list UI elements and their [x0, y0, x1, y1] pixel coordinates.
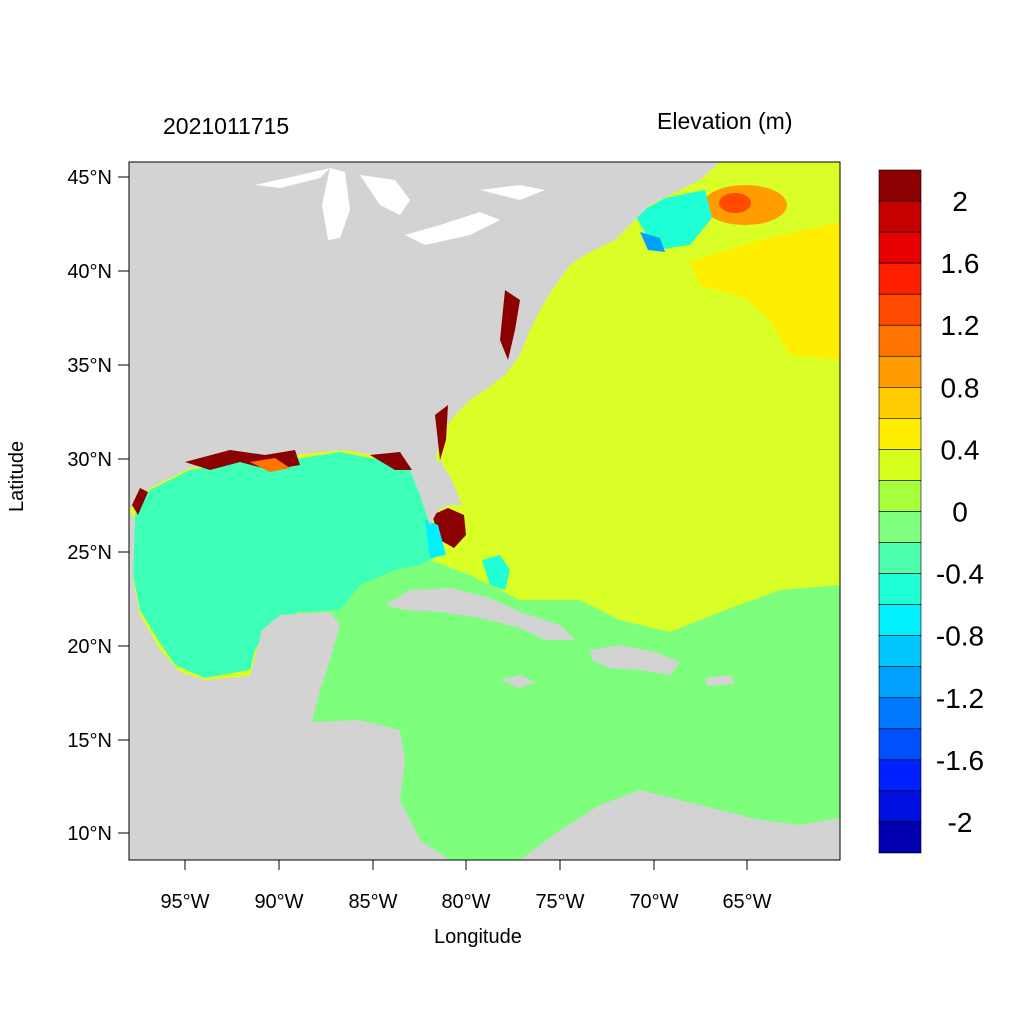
colorbar-swatch — [878, 418, 922, 450]
florida-peninsula-land — [422, 460, 462, 525]
jamaica-land — [500, 675, 535, 688]
mexico-central-america-land — [129, 510, 450, 860]
plot-frame — [128, 161, 841, 861]
colorbar-swatch — [878, 262, 922, 295]
y-tick-label: 45°N — [67, 167, 112, 189]
y-tick-label: 15°N — [67, 730, 112, 752]
northeast-high-elevation-region — [690, 222, 840, 360]
x-tick-label: 65°W — [722, 891, 771, 913]
y-tick-label: 35°N — [67, 355, 112, 377]
colorbar-label: 1.6 — [941, 248, 980, 279]
colorbar-swatch — [878, 573, 922, 605]
colorbar-label: -2 — [948, 807, 973, 838]
x-tick-label: 80°W — [441, 891, 490, 913]
x-tick-label: 85°W — [348, 891, 397, 913]
bahamas-low-anomaly — [482, 555, 510, 590]
gulf-of-maine-low-anomaly — [635, 190, 712, 250]
colorbar-swatch — [878, 293, 922, 326]
y-tick-label: 20°N — [67, 636, 112, 658]
north-america-land — [129, 162, 720, 525]
colorbar-swatch — [878, 511, 922, 543]
puerto-rico-land — [705, 675, 735, 686]
colorbar-swatch — [878, 324, 922, 357]
x-tick-label: 90°W — [254, 891, 303, 913]
x-tick-label: 70°W — [629, 891, 678, 913]
colorbar-swatch — [878, 697, 922, 730]
colorbar-label: -0.4 — [936, 559, 984, 590]
colorbar-swatch — [878, 449, 922, 481]
florida-bay-low-anomaly — [425, 520, 446, 558]
great-lakes — [255, 168, 545, 245]
colorbar-swatch — [878, 200, 922, 233]
colorbar-label: 1.2 — [941, 310, 980, 341]
colorbar-label: 0.8 — [941, 372, 980, 403]
y-tick-label: 30°N — [67, 449, 112, 471]
colorbar-swatch — [878, 604, 922, 636]
colorbar-label: -1.2 — [936, 683, 984, 714]
colorbar-label: 0 — [952, 497, 968, 528]
x-axis-label: Longitude — [434, 926, 522, 948]
colorbar-swatch — [878, 480, 922, 512]
colorbar-swatch — [878, 355, 922, 388]
hispaniola-land — [590, 645, 680, 675]
x-tick-label: 95°W — [160, 891, 209, 913]
colorbar-label: -0.8 — [936, 621, 984, 652]
gulf-of-mexico-elevation-field — [133, 452, 440, 678]
x-axis: 95°W 90°W 85°W 80°W 75°W 70°W 65°W — [160, 860, 772, 913]
louisiana-warm-anomaly — [250, 458, 290, 472]
y-tick-label: 10°N — [67, 823, 112, 845]
cuba-land — [385, 588, 575, 640]
colorbar-swatch — [878, 790, 922, 823]
cape-cod-low-anomaly — [640, 232, 665, 252]
colorbar-swatch — [878, 821, 922, 854]
colorbar — [878, 169, 922, 854]
colorbar-swatch — [878, 728, 922, 761]
colorbar-swatch — [878, 666, 922, 699]
colorbar-label: 2 — [952, 186, 968, 217]
south-america-land — [520, 790, 840, 860]
colorbar-label: -1.6 — [936, 745, 984, 776]
y-axis: 45°N 40°N 35°N 30°N 25°N 20°N 15°N 10°N — [67, 167, 129, 845]
colorbar-swatch — [878, 169, 922, 202]
colorbar-swatch — [878, 387, 922, 419]
date-title: 2021011715 — [163, 113, 290, 139]
colorbar-swatch — [878, 231, 922, 264]
colorbar-label: 0.4 — [941, 434, 980, 465]
colorbar-swatch — [878, 759, 922, 792]
map-plot-area — [129, 162, 840, 860]
colorbar-swatch — [878, 635, 922, 668]
land-mask — [129, 162, 840, 860]
nova-scotia-peak-anomaly — [719, 193, 751, 213]
x-tick-label: 75°W — [535, 891, 584, 913]
y-tick-label: 25°N — [67, 542, 112, 564]
y-tick-label: 40°N — [67, 261, 112, 283]
colorbar-swatch — [878, 542, 922, 574]
variable-title: Elevation (m) — [657, 108, 793, 134]
colorbar-labels: 2 1.6 1.2 0.8 0.4 0 -0.4 -0.8 -1.2 -1.6 -2 — [936, 186, 984, 838]
